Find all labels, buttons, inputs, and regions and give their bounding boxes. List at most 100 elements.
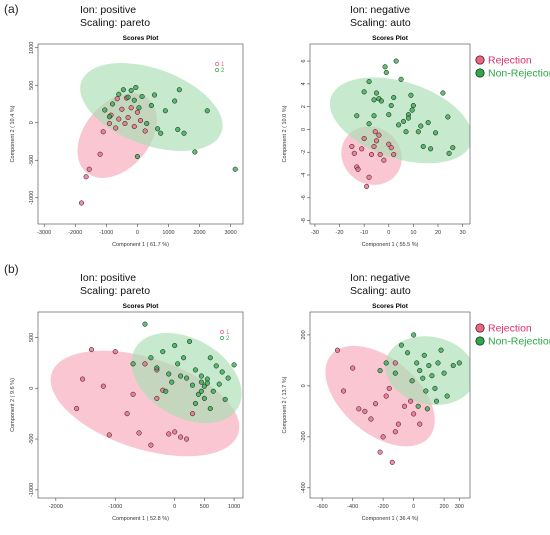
- data-point-rejection: [350, 365, 356, 371]
- x-tick-label: 0: [136, 230, 139, 236]
- data-point-nonrejection: [102, 107, 108, 113]
- y-tick-label: 4: [301, 82, 307, 85]
- data-point-nonrejection: [160, 349, 166, 355]
- data-point-nonrejection: [184, 375, 190, 381]
- data-point-rejection: [361, 136, 367, 142]
- data-point-nonrejection: [169, 379, 175, 385]
- data-point-rejection: [83, 174, 89, 180]
- legend-label-rejection: 1: [221, 62, 225, 68]
- data-point-rejection: [392, 429, 398, 435]
- data-point-nonrejection: [219, 369, 225, 375]
- data-point-rejection: [334, 347, 340, 353]
- data-point-nonrejection: [109, 101, 116, 107]
- plot-area: [329, 58, 470, 189]
- data-point-nonrejection: [391, 94, 397, 101]
- scores-plot-svg: Scores Plot -3000 -2000 -1000 0 1000 2000 3000 -…: [10, 35, 244, 248]
- data-point-rejection: [131, 123, 137, 130]
- data-point-nonrejection: [148, 102, 154, 109]
- data-point-nonrejection: [106, 114, 112, 120]
- x-tick-label: -2000: [68, 230, 82, 236]
- scaling-label: Scaling: auto: [350, 17, 411, 29]
- y-tick-label: 0: [29, 121, 35, 124]
- data-point-nonrejection: [371, 113, 377, 119]
- data-point-rejection: [392, 360, 398, 366]
- data-point-nonrejection: [393, 58, 399, 64]
- data-point-rejection: [97, 151, 103, 157]
- data-point-nonrejection: [440, 90, 446, 96]
- data-point-rejection: [80, 376, 86, 382]
- data-point-nonrejection: [371, 97, 377, 103]
- data-point-nonrejection: [155, 126, 161, 132]
- x-tick-label: 20: [435, 230, 441, 236]
- plot-frame: [309, 311, 471, 499]
- data-point-nonrejection: [426, 362, 432, 369]
- data-point-rejection: [417, 421, 423, 427]
- scores-plot-svg: Scores Plot-30 -20 -10 0 10 20 30-8-6-4-20246C…: [282, 35, 550, 248]
- data-point-rejection: [154, 395, 160, 401]
- data-point-nonrejection: [421, 352, 427, 358]
- y-tick-label: -1000: [29, 483, 35, 497]
- data-point-rejection: [137, 117, 144, 124]
- data-point-nonrejection: [133, 84, 139, 91]
- data-point-nonrejection: [189, 382, 196, 388]
- legend-marker-rejection: [475, 323, 485, 333]
- data-point-rejection: [351, 150, 357, 156]
- data-point-rejection: [366, 174, 372, 180]
- data-point-nonrejection: [216, 381, 222, 387]
- y-tick-label: 500: [29, 81, 35, 90]
- data-point-nonrejection: [405, 115, 412, 121]
- x-tick-label: -1000: [108, 504, 122, 510]
- data-point-rejection: [372, 401, 379, 407]
- data-point-rejection: [359, 146, 365, 152]
- legend-marker-nonrejection: [475, 336, 485, 346]
- data-point-nonrejection: [428, 146, 434, 152]
- data-point-nonrejection: [398, 76, 404, 82]
- data-point-rejection: [381, 157, 387, 163]
- x-tick-label: -1000: [99, 230, 113, 236]
- data-point-nonrejection: [131, 97, 137, 103]
- data-point-nonrejection: [398, 342, 404, 348]
- x-tick-label: 3000: [224, 230, 236, 236]
- legend-label-rejection: Rejection: [488, 55, 532, 67]
- scores-plot-a-left: Scores Plot -3000 -2000 -1000 0 1000 2000 3000 -…: [0, 30, 275, 260]
- data-point-rejection: [355, 166, 361, 172]
- data-point-rejection: [88, 347, 95, 353]
- data-point-nonrejection: [456, 360, 462, 366]
- data-point-rejection: [136, 430, 142, 436]
- data-point-nonrejection: [415, 403, 421, 409]
- x-tick-label: 300: [455, 504, 464, 510]
- data-point-rejection: [86, 166, 92, 172]
- data-point-nonrejection: [207, 355, 213, 361]
- x-tick-label: 200: [440, 504, 449, 510]
- data-point-nonrejection: [198, 388, 204, 394]
- data-point-nonrejection: [181, 355, 187, 361]
- data-point-nonrejection: [201, 383, 207, 389]
- x-tick-label: -200: [378, 504, 389, 510]
- x-tick-label: 10: [410, 230, 416, 236]
- data-point-nonrejection: [408, 92, 414, 98]
- data-point-nonrejection: [425, 120, 431, 126]
- data-point-nonrejection: [154, 365, 160, 371]
- data-point-nonrejection: [433, 398, 440, 404]
- data-point-rejection: [368, 151, 375, 158]
- data-point-nonrejection: [175, 126, 181, 133]
- data-point-nonrejection: [420, 375, 426, 381]
- data-point-rejection: [380, 434, 386, 440]
- data-point-nonrejection: [446, 150, 452, 156]
- x-tick-label: -3000: [37, 230, 51, 236]
- x-tick-label: -600: [317, 504, 328, 510]
- data-point-nonrejection: [172, 98, 178, 104]
- data-point-rejection: [349, 143, 355, 150]
- data-point-nonrejection: [151, 92, 158, 98]
- data-point-nonrejection: [429, 373, 435, 379]
- x-tick-label: -20: [336, 230, 344, 236]
- data-point-nonrejection: [423, 388, 429, 394]
- legend-label-rejection: Rejection: [488, 323, 532, 335]
- data-point-nonrejection: [130, 361, 136, 367]
- data-point-nonrejection: [204, 108, 210, 114]
- data-point-rejection: [408, 398, 414, 404]
- x-tick-label: 0: [412, 504, 415, 510]
- data-point-nonrejection: [450, 362, 456, 369]
- data-point-nonrejection: [378, 98, 384, 104]
